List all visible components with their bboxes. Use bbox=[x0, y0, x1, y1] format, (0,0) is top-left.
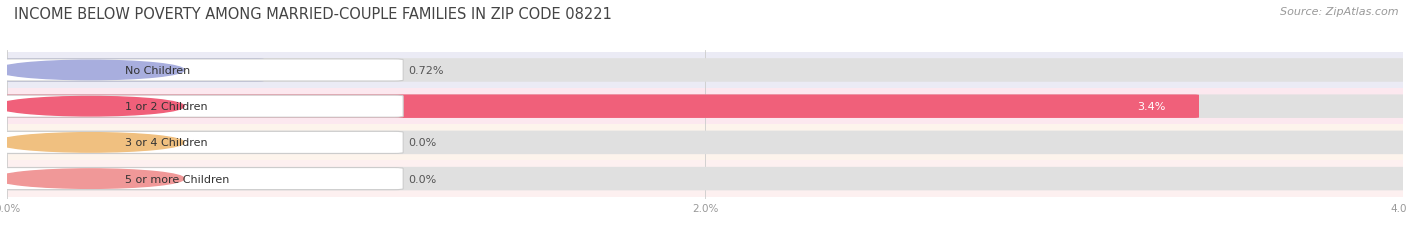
Text: 3 or 4 Children: 3 or 4 Children bbox=[125, 138, 208, 148]
Text: 0.0%: 0.0% bbox=[408, 138, 437, 148]
Bar bbox=[7, 53, 1403, 89]
FancyBboxPatch shape bbox=[1, 59, 1406, 82]
FancyBboxPatch shape bbox=[1, 59, 263, 82]
Text: 1 or 2 Children: 1 or 2 Children bbox=[125, 102, 208, 112]
Circle shape bbox=[0, 61, 184, 80]
Circle shape bbox=[0, 133, 184, 152]
FancyBboxPatch shape bbox=[1, 132, 404, 154]
Bar bbox=[7, 161, 1403, 197]
Text: No Children: No Children bbox=[125, 66, 190, 76]
Text: 5 or more Children: 5 or more Children bbox=[125, 174, 229, 184]
Text: 0.0%: 0.0% bbox=[408, 174, 437, 184]
FancyBboxPatch shape bbox=[1, 167, 1406, 191]
Circle shape bbox=[0, 97, 184, 116]
Text: INCOME BELOW POVERTY AMONG MARRIED-COUPLE FAMILIES IN ZIP CODE 08221: INCOME BELOW POVERTY AMONG MARRIED-COUPL… bbox=[14, 7, 612, 22]
FancyBboxPatch shape bbox=[1, 95, 1406, 119]
Text: 3.4%: 3.4% bbox=[1137, 102, 1166, 112]
Text: 0.72%: 0.72% bbox=[408, 66, 444, 76]
Bar bbox=[7, 125, 1403, 161]
Circle shape bbox=[0, 169, 184, 188]
FancyBboxPatch shape bbox=[1, 60, 404, 82]
Bar bbox=[7, 89, 1403, 125]
FancyBboxPatch shape bbox=[1, 95, 1199, 119]
FancyBboxPatch shape bbox=[1, 168, 404, 190]
Text: Source: ZipAtlas.com: Source: ZipAtlas.com bbox=[1281, 7, 1399, 17]
FancyBboxPatch shape bbox=[1, 131, 1406, 155]
FancyBboxPatch shape bbox=[1, 96, 404, 118]
